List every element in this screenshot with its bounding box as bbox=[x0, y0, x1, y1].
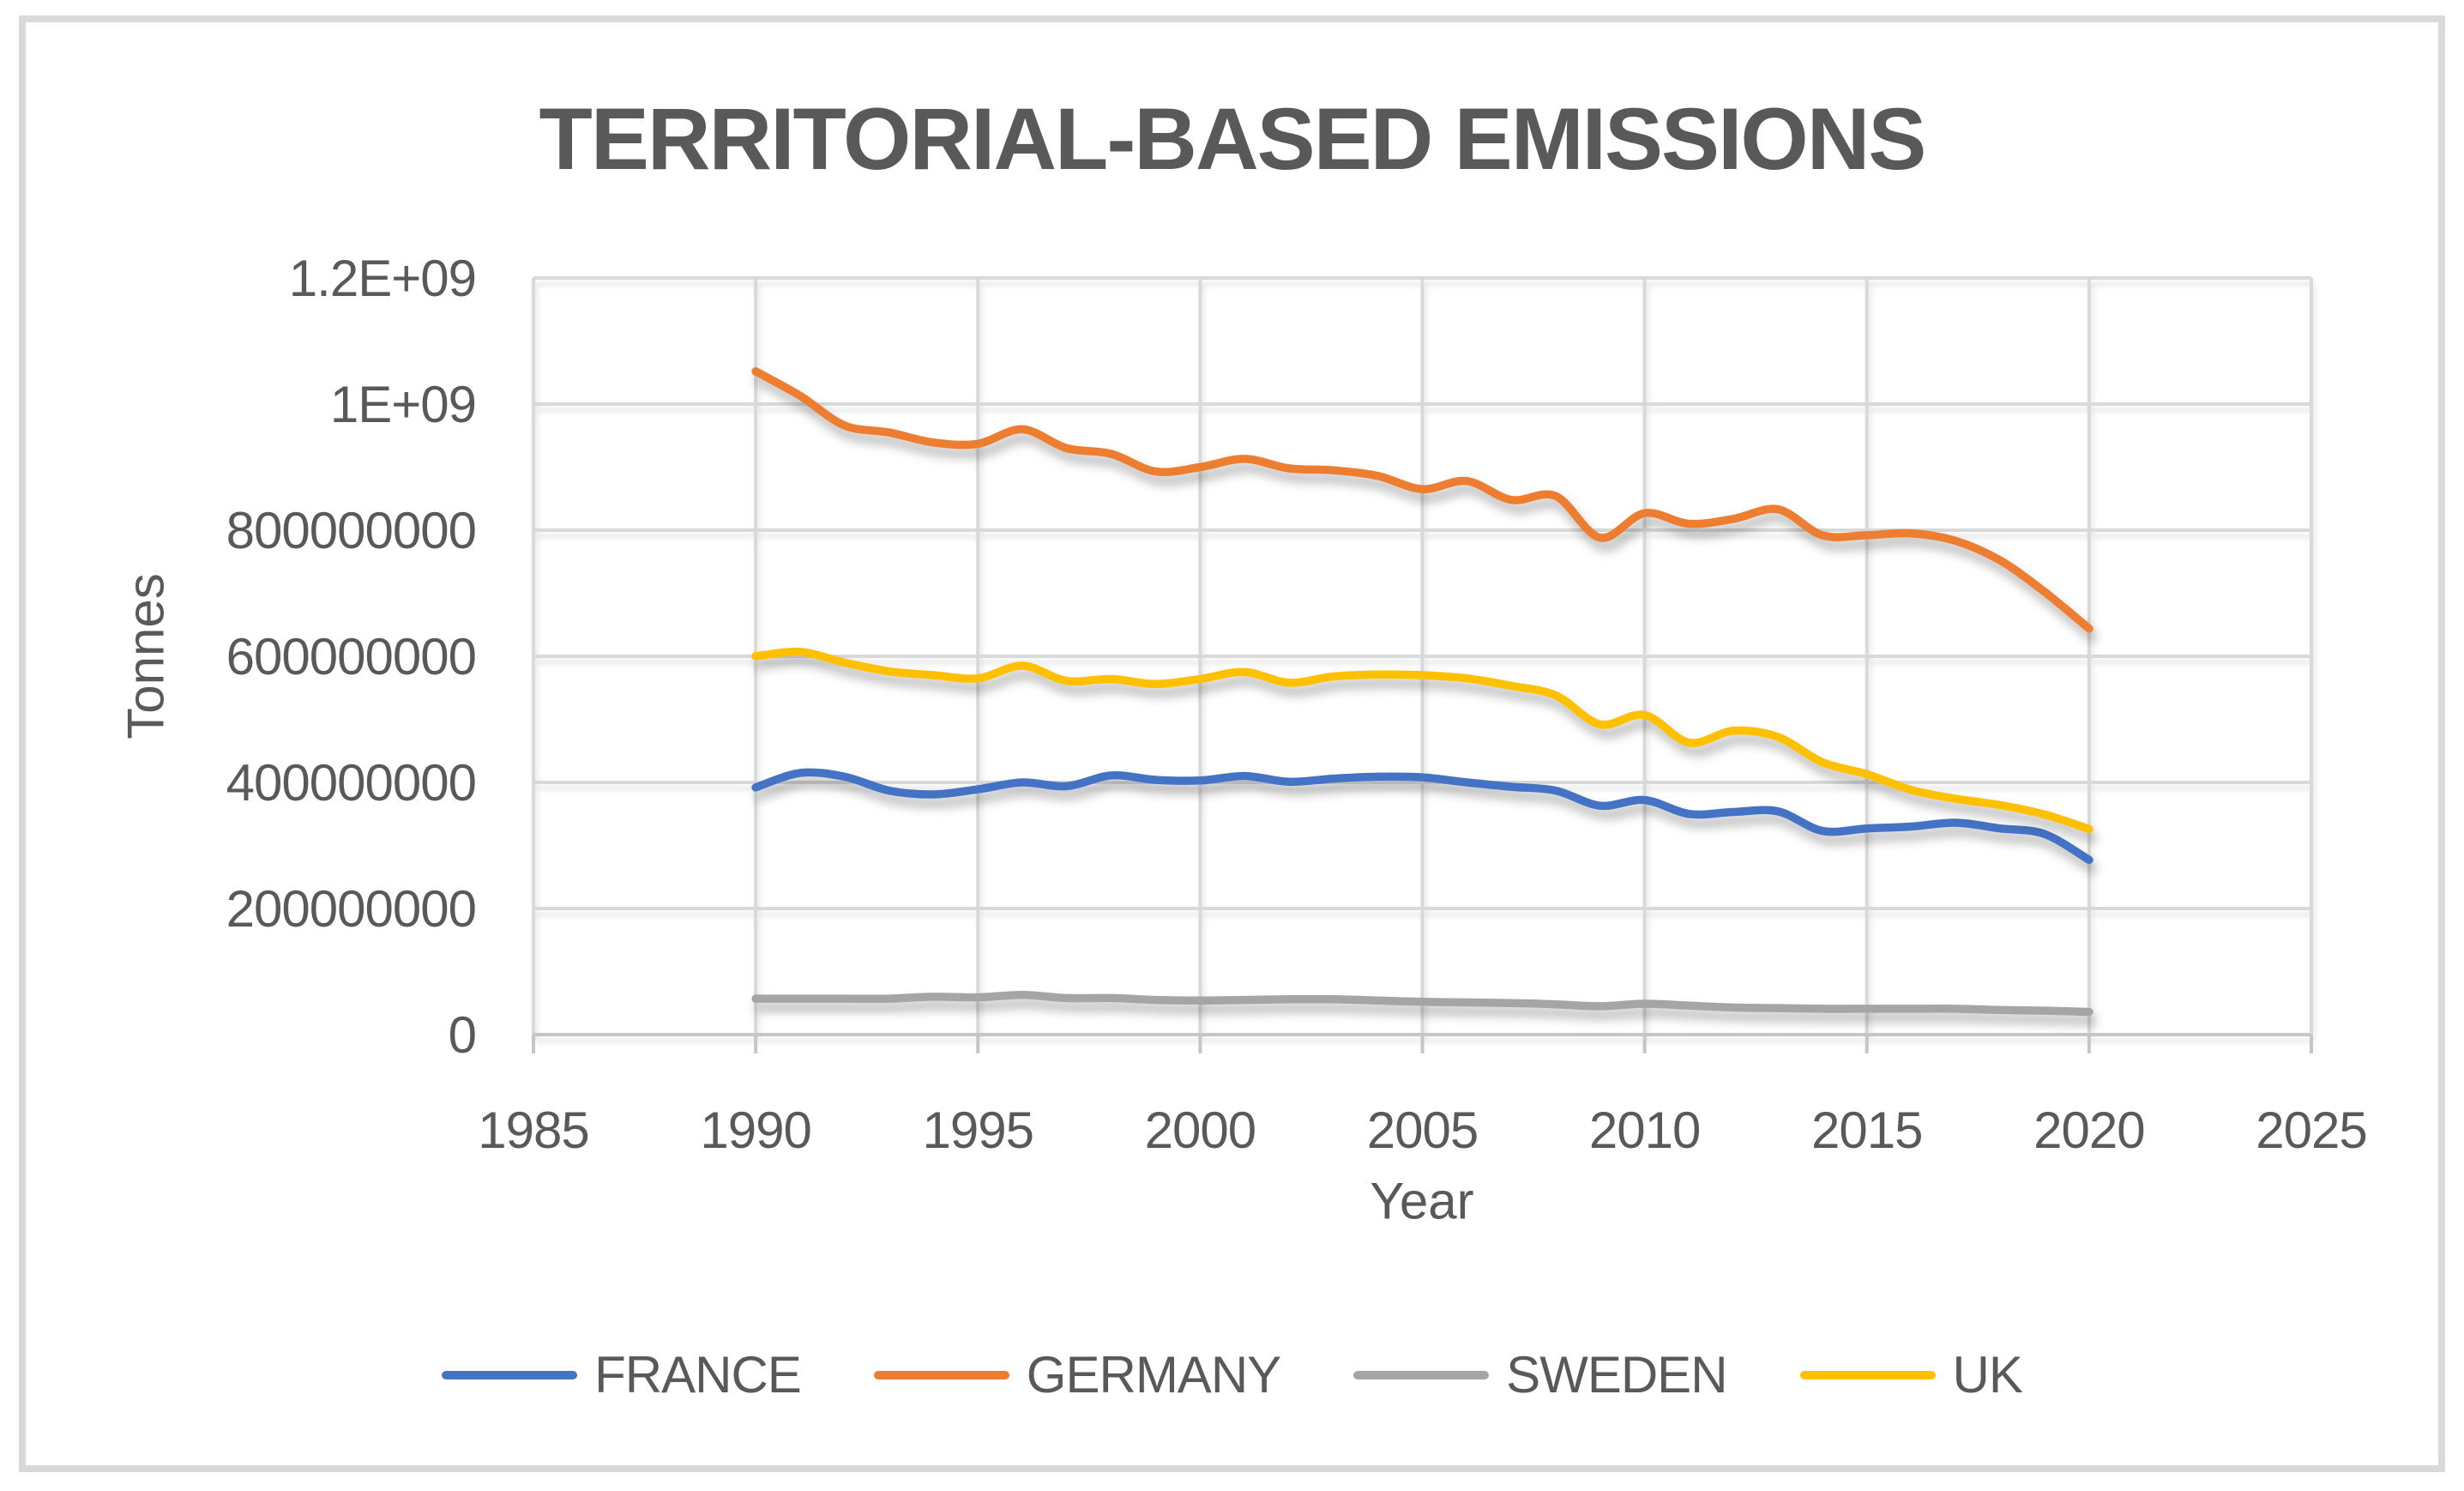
legend-item-france: FRANCE bbox=[442, 1345, 802, 1404]
series-line-france bbox=[751, 768, 2093, 865]
series-line-sweden bbox=[751, 990, 2093, 1017]
legend-label-uk: UK bbox=[1952, 1346, 2023, 1403]
legend-swatch-france bbox=[442, 1370, 578, 1379]
series-line-uk bbox=[751, 647, 2093, 834]
x-tick-label: 1995 bbox=[923, 1102, 1033, 1159]
chart-frame-border bbox=[19, 15, 2445, 1472]
y-tick-label: 600000000 bbox=[226, 628, 476, 685]
chart-title: TERRITORIAL-BASED EMISSIONS bbox=[539, 90, 1927, 188]
legend-swatch-uk bbox=[1799, 1370, 1936, 1379]
legend-swatch-sweden bbox=[1353, 1370, 1490, 1379]
x-tick-label: 2020 bbox=[2033, 1102, 2144, 1159]
x-axis-line bbox=[532, 1033, 2313, 1053]
x-tick-label: 2025 bbox=[2256, 1102, 2366, 1159]
x-tick-label: 1990 bbox=[700, 1102, 810, 1159]
y-tick-label: 800000000 bbox=[226, 502, 476, 559]
legend-item-uk: UK bbox=[1799, 1345, 2023, 1404]
y-tick-label: 0 bbox=[449, 1006, 476, 1064]
legend-item-sweden: SWEDEN bbox=[1353, 1345, 1728, 1404]
y-tick-label: 400000000 bbox=[226, 754, 476, 812]
x-axis-title: Year bbox=[1370, 1172, 1474, 1230]
x-tick-label: 1985 bbox=[478, 1102, 588, 1159]
legend: FRANCE GERMANY SWEDEN UK bbox=[0, 1345, 2464, 1404]
legend-swatch-germany bbox=[873, 1370, 1009, 1379]
legend-label-germany: GERMANY bbox=[1026, 1346, 1281, 1403]
legend-label-france: FRANCE bbox=[594, 1346, 802, 1403]
series-line-germany bbox=[751, 367, 2093, 633]
y-axis-title: Tonnes bbox=[117, 573, 175, 739]
legend-item-germany: GERMANY bbox=[873, 1345, 1281, 1404]
legend-label-sweden: SWEDEN bbox=[1506, 1346, 1727, 1403]
x-tick-label: 2015 bbox=[1811, 1102, 1922, 1159]
y-tick-label: 1E+09 bbox=[330, 376, 476, 433]
x-tick-label: 2010 bbox=[1589, 1102, 1700, 1159]
y-tick-label: 1.2E+09 bbox=[289, 250, 476, 307]
x-tick-label: 2000 bbox=[1145, 1102, 1256, 1159]
x-tick-label: 2005 bbox=[1367, 1102, 1478, 1159]
y-tick-label: 200000000 bbox=[226, 880, 476, 938]
